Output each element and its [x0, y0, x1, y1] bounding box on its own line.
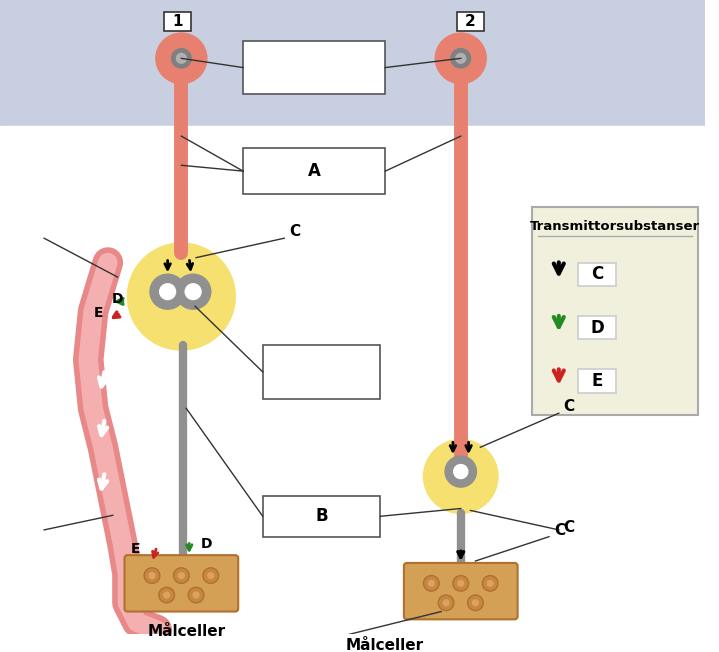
- Circle shape: [458, 580, 464, 586]
- Circle shape: [487, 580, 493, 586]
- FancyBboxPatch shape: [243, 41, 385, 95]
- Circle shape: [193, 592, 199, 598]
- Circle shape: [454, 465, 468, 479]
- Circle shape: [438, 595, 454, 610]
- Text: 1: 1: [172, 14, 183, 29]
- FancyBboxPatch shape: [262, 345, 380, 398]
- FancyBboxPatch shape: [457, 12, 485, 31]
- Circle shape: [176, 53, 186, 63]
- Circle shape: [156, 33, 207, 83]
- Text: Målceller: Målceller: [346, 638, 424, 652]
- Circle shape: [150, 274, 186, 309]
- Bar: [0, 126, 705, 634]
- Text: D: D: [590, 319, 604, 336]
- FancyBboxPatch shape: [164, 12, 191, 31]
- Circle shape: [482, 576, 498, 591]
- Circle shape: [435, 33, 486, 83]
- FancyBboxPatch shape: [578, 263, 615, 286]
- Text: C: C: [591, 265, 603, 283]
- Text: C: C: [564, 520, 574, 535]
- FancyBboxPatch shape: [243, 148, 385, 194]
- Circle shape: [160, 284, 175, 299]
- Circle shape: [186, 284, 201, 299]
- Circle shape: [423, 439, 498, 513]
- Text: C: C: [564, 399, 574, 414]
- Text: C: C: [289, 224, 301, 239]
- Circle shape: [173, 568, 189, 584]
- FancyBboxPatch shape: [532, 207, 698, 415]
- Text: C: C: [554, 523, 565, 538]
- Circle shape: [208, 572, 214, 578]
- Circle shape: [445, 456, 477, 487]
- Circle shape: [451, 49, 470, 68]
- Circle shape: [472, 600, 478, 606]
- Bar: [0, 0, 705, 126]
- Circle shape: [429, 580, 434, 586]
- Text: A: A: [308, 162, 321, 180]
- Circle shape: [144, 568, 160, 584]
- Circle shape: [164, 592, 170, 598]
- Circle shape: [178, 572, 184, 578]
- Circle shape: [159, 587, 175, 603]
- Circle shape: [175, 274, 211, 309]
- Circle shape: [423, 576, 439, 591]
- Text: E: E: [130, 542, 140, 556]
- FancyBboxPatch shape: [578, 370, 615, 393]
- Text: 2: 2: [465, 14, 476, 29]
- Circle shape: [456, 53, 466, 63]
- Circle shape: [149, 572, 155, 578]
- Circle shape: [172, 49, 191, 68]
- Text: D: D: [201, 537, 213, 552]
- FancyBboxPatch shape: [262, 496, 380, 537]
- Text: D: D: [111, 292, 123, 306]
- Circle shape: [127, 243, 235, 350]
- Text: E: E: [94, 306, 104, 320]
- FancyBboxPatch shape: [404, 563, 518, 619]
- Text: Transmittorsubstanser: Transmittorsubstanser: [530, 220, 700, 233]
- Text: E: E: [591, 372, 603, 390]
- Text: Målceller: Målceller: [147, 624, 225, 639]
- Circle shape: [443, 600, 449, 606]
- Circle shape: [188, 587, 204, 603]
- Circle shape: [467, 595, 483, 610]
- Circle shape: [453, 576, 469, 591]
- FancyBboxPatch shape: [124, 555, 238, 612]
- Circle shape: [203, 568, 219, 584]
- FancyBboxPatch shape: [578, 316, 615, 339]
- Text: B: B: [315, 507, 328, 526]
